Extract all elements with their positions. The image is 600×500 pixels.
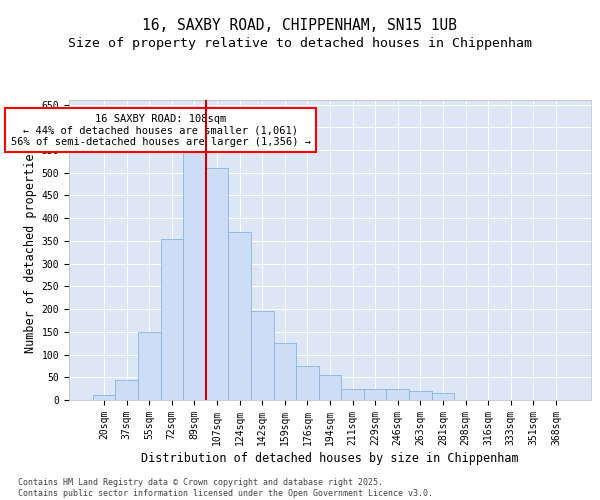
Bar [364,388,386,400]
Bar [296,366,319,400]
Text: Size of property relative to detached houses in Chippenham: Size of property relative to detached ho… [68,38,532,51]
Bar [274,343,296,400]
Bar [386,388,409,400]
Text: 16 SAXBY ROAD: 108sqm
← 44% of detached houses are smaller (1,061)
56% of semi-d: 16 SAXBY ROAD: 108sqm ← 44% of detached … [11,114,311,147]
Bar [93,396,115,400]
Bar [251,312,274,400]
Bar [183,146,206,400]
Bar [409,391,431,400]
Bar [115,380,138,400]
Bar [138,332,161,400]
X-axis label: Distribution of detached houses by size in Chippenham: Distribution of detached houses by size … [141,452,519,465]
Bar [229,232,251,400]
Bar [161,238,183,400]
Bar [341,388,364,400]
Bar [206,168,229,400]
Y-axis label: Number of detached properties: Number of detached properties [25,146,37,354]
Bar [431,393,454,400]
Text: 16, SAXBY ROAD, CHIPPENHAM, SN15 1UB: 16, SAXBY ROAD, CHIPPENHAM, SN15 1UB [143,18,458,32]
Text: Contains HM Land Registry data © Crown copyright and database right 2025.
Contai: Contains HM Land Registry data © Crown c… [18,478,433,498]
Bar [319,375,341,400]
